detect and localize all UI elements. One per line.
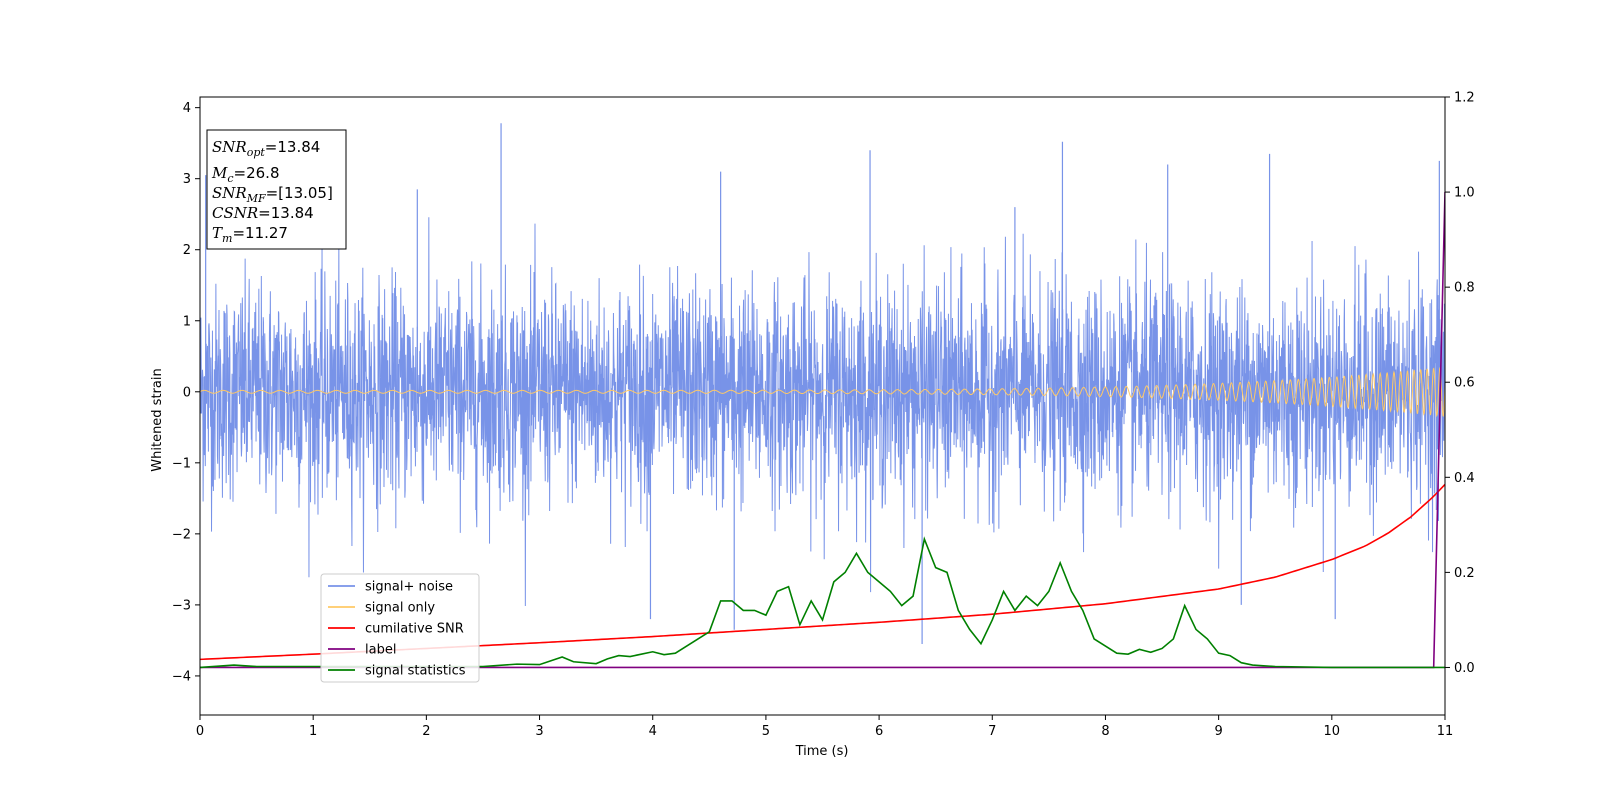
y-tick-label-4: 0 bbox=[183, 385, 191, 400]
y-tick-label-8: 4 bbox=[183, 101, 191, 116]
legend-label-2: cumilative SNR bbox=[365, 622, 464, 637]
annotation-tm: Tm=11.27 bbox=[212, 224, 288, 245]
x-tick-label-8: 8 bbox=[1101, 724, 1109, 739]
y-tick-label-1: −3 bbox=[172, 598, 191, 613]
y2-tick-label-1: 0.2 bbox=[1454, 566, 1475, 581]
y2-tick-label-3: 0.6 bbox=[1454, 376, 1475, 391]
x-axis-label: Time (s) bbox=[795, 744, 849, 759]
series-signal-statistics bbox=[200, 536, 1445, 669]
y2-axis-ticks: 0.0 0.2 0.4 0.6 0.8 1.0 1.2 bbox=[1445, 91, 1475, 676]
legend: signal+ noise signal only cumilative SNR la… bbox=[320, 573, 480, 683]
y2-tick-label-2: 0.4 bbox=[1454, 471, 1475, 486]
y-axis-label: Whitened strain bbox=[150, 368, 165, 471]
x-tick-label-11: 11 bbox=[1437, 724, 1454, 739]
x-tick-label-7: 7 bbox=[988, 724, 996, 739]
x-tick-label-10: 10 bbox=[1324, 724, 1341, 739]
y-tick-label-7: 3 bbox=[183, 172, 191, 187]
x-tick-label-9: 9 bbox=[1214, 724, 1222, 739]
y-tick-label-3: −1 bbox=[172, 456, 191, 471]
x-tick-label-2: 2 bbox=[422, 724, 430, 739]
x-tick-label-4: 4 bbox=[649, 724, 657, 739]
y2-tick-label-6: 1.2 bbox=[1454, 91, 1475, 106]
legend-frame bbox=[320, 573, 480, 683]
annotation-box: SNRopt=13.84 Mc=26.8 SNRMF=[13.05] CSNR=… bbox=[206, 129, 347, 250]
y-tick-label-6: 2 bbox=[183, 243, 191, 258]
signal-only-line bbox=[200, 367, 1445, 418]
annotation-snr-opt: SNRopt=13.84 bbox=[212, 138, 320, 159]
signal-statistics-line bbox=[200, 536, 1445, 669]
y2-tick-label-0: 0.0 bbox=[1454, 661, 1475, 676]
y-tick-label-5: 1 bbox=[183, 314, 191, 329]
legend-label-3: label bbox=[365, 643, 396, 658]
x-tick-label-0: 0 bbox=[196, 724, 204, 739]
y2-tick-label-5: 1.0 bbox=[1454, 186, 1475, 201]
y-tick-label-2: −2 bbox=[172, 527, 191, 542]
x-axis-ticks: 0 1 2 3 4 5 6 7 8 9 10 11 bbox=[196, 715, 1453, 739]
annotation-mc: Mc=26.8 bbox=[211, 164, 280, 185]
legend-label-1: signal only bbox=[365, 601, 435, 616]
annotation-csnr: CSNR=13.84 bbox=[212, 204, 314, 222]
annotation-frame bbox=[206, 129, 347, 250]
x-tick-label-6: 6 bbox=[875, 724, 883, 739]
series-signal-noise bbox=[200, 123, 1445, 644]
y-axis-ticks: −4 −3 −2 −1 0 1 2 3 4 bbox=[172, 101, 200, 684]
x-tick-label-1: 1 bbox=[309, 724, 317, 739]
x-tick-label-5: 5 bbox=[762, 724, 770, 739]
x-tick-label-3: 3 bbox=[535, 724, 543, 739]
plot-frame bbox=[199, 96, 1446, 716]
series-signal-only bbox=[200, 367, 1445, 418]
y2-tick-label-4: 0.8 bbox=[1454, 281, 1475, 296]
signal-noise-line bbox=[200, 217, 1445, 607]
annotation-snr-mf: SNRMF=[13.05] bbox=[212, 184, 333, 205]
legend-label-0: signal+ noise bbox=[365, 580, 453, 595]
legend-label-4: signal statistics bbox=[365, 664, 466, 679]
y-tick-label-0: −4 bbox=[172, 669, 191, 684]
